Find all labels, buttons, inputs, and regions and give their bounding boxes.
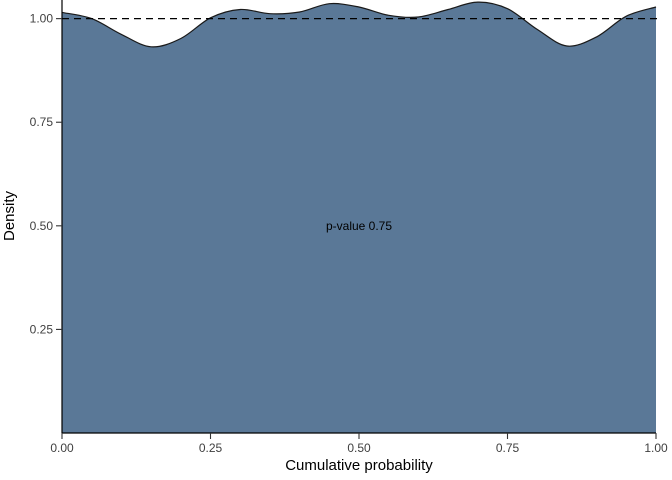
x-tick-label: 0.50 (347, 441, 371, 455)
x-tick-label: 0.00 (50, 441, 74, 455)
annotation-pvalue: p-value 0.75 (326, 219, 392, 233)
y-tick-label: 0.25 (30, 322, 54, 336)
y-tick-label: 0.50 (30, 219, 54, 233)
y-axis: 0.25 0.50 0.75 1.00 (30, 0, 63, 433)
y-tick-label: 1.00 (30, 12, 54, 26)
y-axis-title: Density (1, 190, 18, 241)
x-axis: 0.00 0.25 0.50 0.75 1.00 (50, 432, 668, 455)
x-ticks: 0.00 0.25 0.50 0.75 1.00 (50, 433, 668, 455)
x-tick-label: 0.25 (199, 441, 223, 455)
y-ticks: 0.25 0.50 0.75 1.00 (30, 12, 62, 336)
y-tick-label: 0.75 (30, 115, 54, 129)
x-tick-label: 1.00 (644, 441, 668, 455)
density-curve-outline (61, 1, 657, 48)
x-tick-label: 0.75 (496, 441, 520, 455)
x-axis-title: Cumulative probability (285, 457, 433, 474)
density-area (62, 2, 656, 434)
